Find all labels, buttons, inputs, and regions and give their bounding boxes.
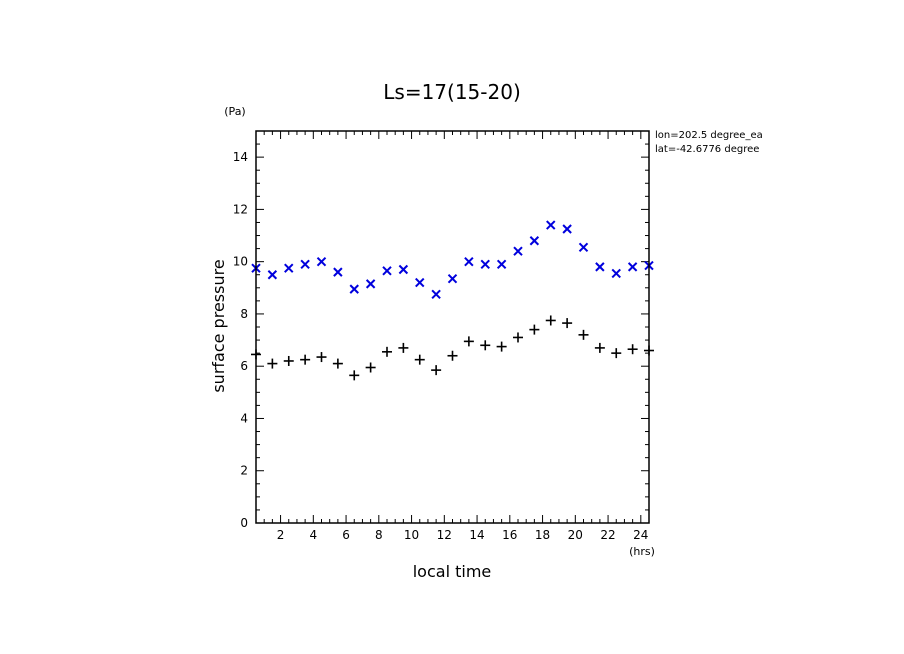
x-tick-label: 2: [277, 528, 285, 542]
plus-marker-point: [382, 346, 392, 357]
x-marker-point: [627, 262, 638, 272]
y-tick-label: 12: [233, 202, 248, 216]
x-marker-point: [513, 246, 523, 256]
x-marker-point: [578, 242, 589, 253]
plus-marker-point: [365, 362, 376, 373]
x-marker-point: [365, 279, 376, 289]
y-tick-label: 8: [240, 307, 248, 321]
plus-marker-point: [316, 352, 327, 363]
x-marker-point: [529, 236, 540, 246]
x-marker-point: [284, 263, 294, 273]
axis-ticks: [255, 130, 650, 524]
x-marker-point: [496, 259, 507, 269]
series-0: [251, 220, 654, 300]
plus-marker-point: [414, 354, 425, 365]
plus-marker-point: [529, 324, 540, 335]
x-marker-point: [267, 270, 278, 280]
x-unit-label: (hrs): [629, 545, 655, 558]
plus-marker-point: [283, 355, 294, 366]
x-marker-point: [415, 277, 425, 288]
x-tick-label: 8: [375, 528, 383, 542]
y-tick-label: 14: [233, 150, 248, 164]
data-points: [251, 220, 654, 381]
plus-marker-point: [447, 350, 458, 361]
annotation-lon: lon=202.5 degree_ea: [655, 130, 763, 141]
x-tick-label: 24: [633, 528, 648, 542]
x-tick-label: 22: [600, 528, 615, 542]
plus-marker-point: [480, 340, 491, 351]
x-tick-label: 16: [502, 528, 517, 542]
plus-marker-point: [611, 348, 622, 359]
chart-title: Ls=17(15-20): [383, 80, 521, 104]
x-marker-point: [595, 262, 605, 272]
x-marker-point: [562, 224, 572, 234]
x-marker-point: [382, 266, 392, 276]
x-marker-point: [464, 256, 474, 267]
annotation-lat: lat=-42.6776 degree: [655, 144, 759, 155]
x-marker-point: [349, 284, 359, 294]
y-axis-title: surface pressure: [209, 259, 228, 392]
x-marker-point: [300, 259, 310, 269]
series-1: [251, 315, 654, 381]
plot-frame: [255, 130, 650, 524]
plus-marker-point: [332, 358, 343, 369]
y-tick-label: 4: [240, 411, 248, 425]
x-tick-label: 20: [568, 528, 583, 542]
x-tick-label: 10: [404, 528, 419, 542]
plus-marker-point: [267, 358, 278, 369]
x-marker-point: [316, 256, 327, 267]
plus-marker-point: [300, 354, 311, 365]
plus-marker-point: [513, 332, 523, 343]
y-unit-label: (Pa): [224, 105, 245, 118]
y-tick-label: 10: [233, 255, 248, 269]
plus-marker-point: [545, 315, 556, 326]
x-tick-label: 12: [437, 528, 452, 542]
x-tick-label: 14: [469, 528, 484, 542]
y-tick-label: 6: [240, 359, 248, 373]
plus-marker-point: [463, 336, 474, 347]
x-marker-point: [447, 273, 458, 284]
x-marker-point: [431, 289, 441, 300]
plus-marker-point: [398, 342, 409, 353]
y-tick-label: 2: [240, 464, 248, 478]
plus-marker-point: [627, 344, 638, 355]
x-tick-label: 4: [309, 528, 317, 542]
plus-marker-point: [496, 341, 507, 352]
x-marker-point: [398, 264, 409, 275]
x-marker-point: [546, 220, 556, 230]
x-tick-label: 18: [535, 528, 550, 542]
plus-marker-point: [578, 329, 589, 340]
y-tick-label: 0: [240, 516, 248, 530]
plus-marker-point: [349, 370, 360, 381]
plus-marker-point: [431, 365, 442, 376]
plus-marker-point: [562, 318, 573, 329]
x-marker-point: [611, 268, 621, 279]
x-marker-point: [480, 259, 490, 269]
x-axis-title: local time: [413, 562, 492, 581]
plus-marker-point: [594, 342, 605, 353]
x-marker-point: [333, 267, 343, 277]
x-tick-label: 6: [342, 528, 350, 542]
